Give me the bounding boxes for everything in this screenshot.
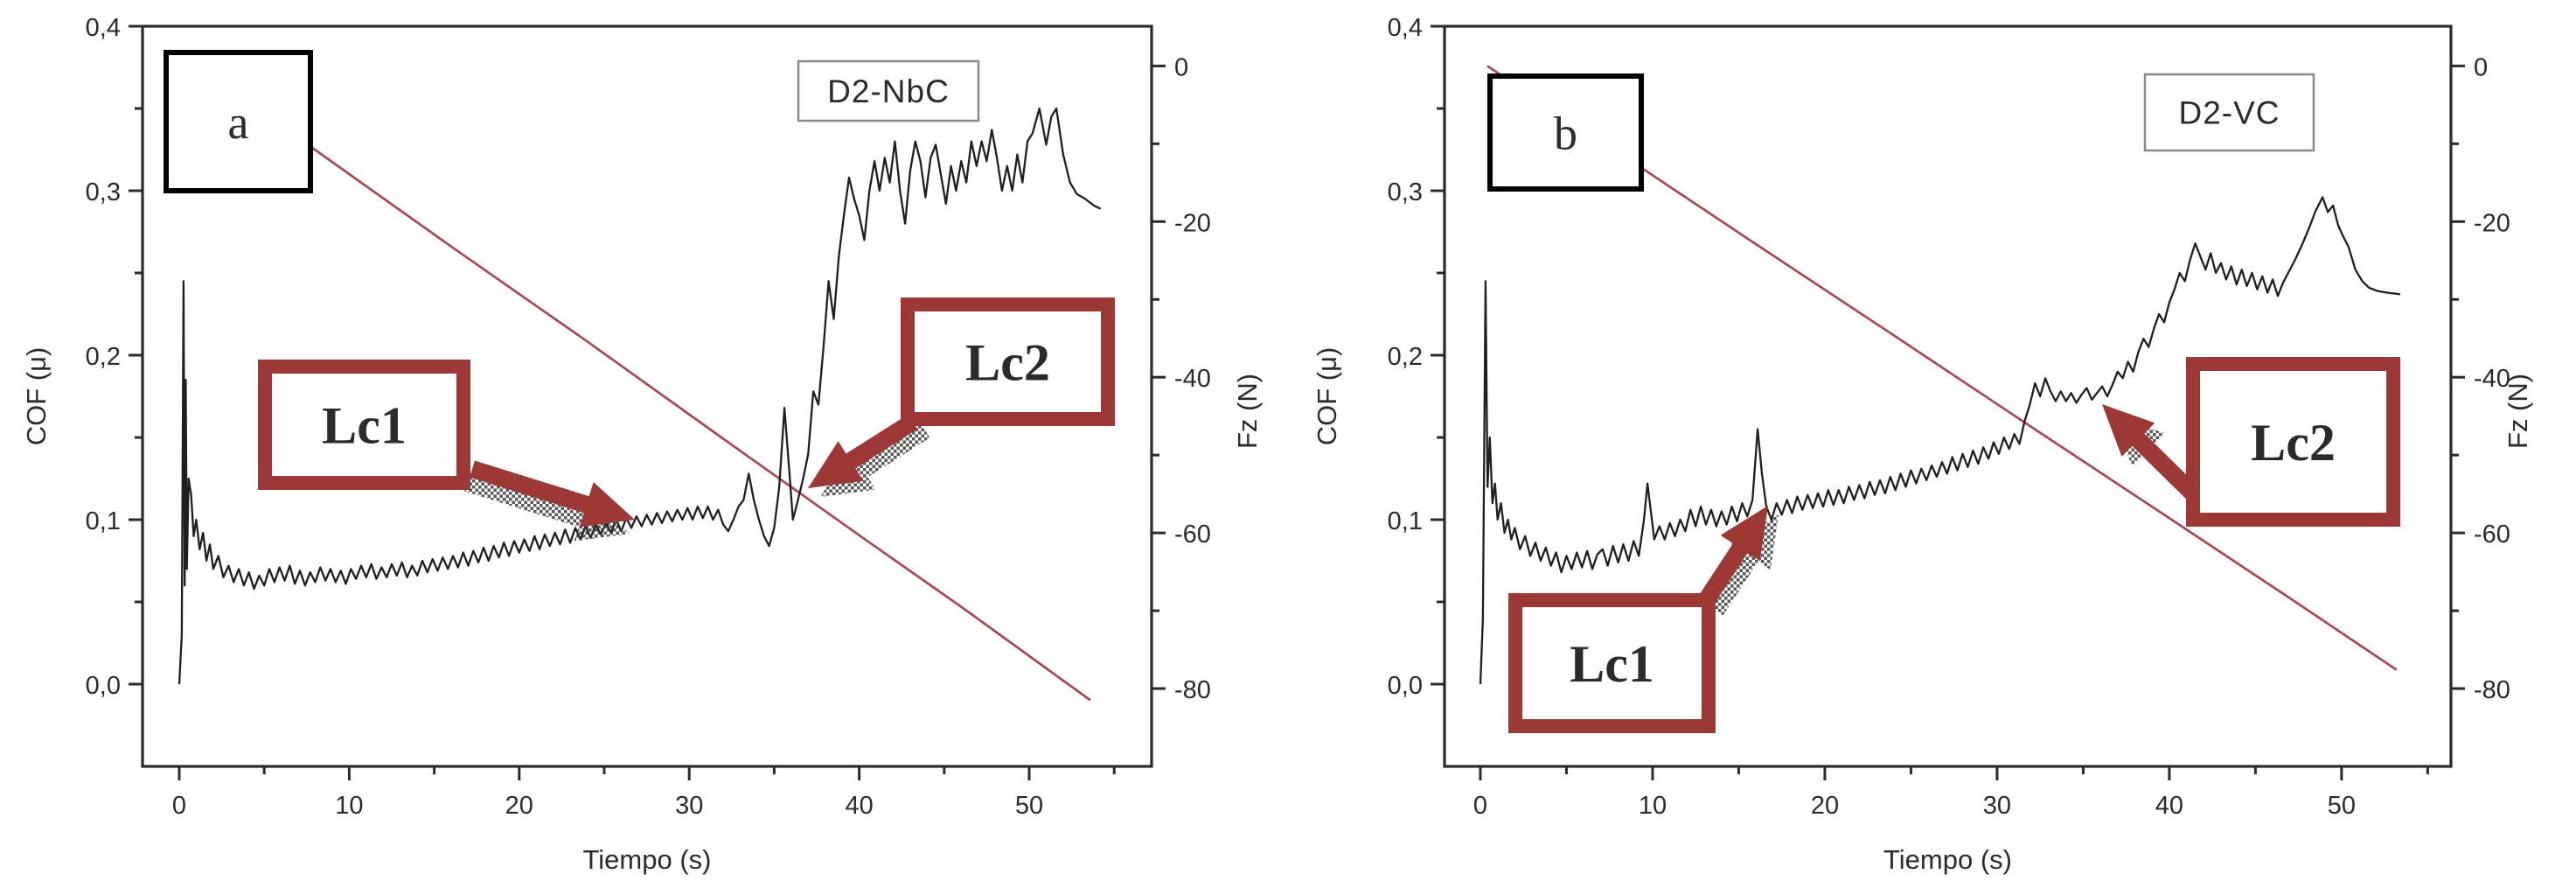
x-tick-label: 20 xyxy=(1811,792,1839,820)
x-tick-label: 20 xyxy=(505,792,533,820)
plot-frame xyxy=(1443,24,2453,768)
lc1-label: Lc1 xyxy=(1570,635,1654,693)
right-y-axis-title: Fz (N) xyxy=(2503,374,2533,449)
panel-letter: b xyxy=(1554,108,1577,160)
lc1-label: Lc1 xyxy=(322,397,407,455)
fz-series-line xyxy=(195,65,1091,702)
fz-tick-label: -80 xyxy=(2474,676,2510,704)
legend-box xyxy=(2143,73,2315,152)
chart-panel-left: 0 10 20 30 40 50 0,0 0,1 0,2 0,3 0,4 0 -20 -40 -60 -80 T… xyxy=(21,14,1263,875)
cof-tick-label: 0,4 xyxy=(86,14,121,42)
lc2-label: Lc2 xyxy=(2251,414,2336,472)
x-axis-title: Tiempo (s) xyxy=(583,844,712,875)
legend-label: D2-NbC xyxy=(827,73,950,109)
fz-tick-label: -60 xyxy=(2474,521,2510,549)
lc2-arrow xyxy=(2102,404,2203,504)
lc1-label-box xyxy=(1508,593,1716,733)
cof-tick-label: 0,4 xyxy=(1388,14,1423,42)
cof-series-line xyxy=(1479,196,2401,685)
chart-panel-right: 0 10 20 30 40 50 0,0 0,1 0,2 0,3 0,4 0 -20 -40 -60 -80 T… xyxy=(1312,14,2533,875)
cof-tick-label: 0,2 xyxy=(86,343,121,371)
fz-tick-label: 0 xyxy=(1174,53,1188,81)
panel-letter-box xyxy=(1487,73,1644,192)
cof-tick-label: 0,1 xyxy=(86,507,121,535)
x-tick-label: 40 xyxy=(845,792,873,820)
x-tick-label: 50 xyxy=(1015,792,1043,820)
x-tick-label: 0 xyxy=(172,792,186,820)
x-tick-label: 50 xyxy=(2328,792,2356,820)
panel-letter-box xyxy=(164,50,313,193)
lc2-arrow xyxy=(808,414,918,488)
x-tick-label: 10 xyxy=(1639,792,1667,820)
fz-tick-label: -60 xyxy=(1174,521,1211,549)
cof-tick-label: 0,3 xyxy=(1388,178,1423,206)
x-tick-label: 40 xyxy=(2155,792,2183,820)
cof-tick-label: 0,0 xyxy=(86,672,121,700)
right-y-axis-title: Fz (N) xyxy=(1232,374,1263,449)
left-y-axis-title: COF (μ) xyxy=(1312,347,1342,446)
fz-tick-label: -40 xyxy=(1174,365,1211,393)
cof-tick-label: 0,2 xyxy=(1388,343,1423,371)
fz-tick-label: -20 xyxy=(1174,209,1211,237)
lc2-label-box xyxy=(901,297,1115,426)
fz-tick-label: 0 xyxy=(2474,53,2488,81)
panel-letter: a xyxy=(228,96,249,149)
legend-label: D2-VC xyxy=(2178,95,2280,131)
x-tick-label: 10 xyxy=(335,792,363,820)
lc1-arrow xyxy=(1697,506,1768,607)
legend-box xyxy=(797,59,980,122)
cof-tick-label: 0,3 xyxy=(86,178,121,206)
fz-tick-label: -20 xyxy=(2474,209,2510,237)
lc2-label-box xyxy=(2186,357,2400,527)
fz-tick-label: -80 xyxy=(1174,676,1211,704)
x-tick-label: 30 xyxy=(675,792,703,820)
cof-tick-label: 0,1 xyxy=(1388,507,1423,535)
cof-tick-label: 0,0 xyxy=(1388,672,1423,700)
x-axis-title: Tiempo (s) xyxy=(1883,844,2012,875)
x-tick-label: 30 xyxy=(1983,792,2011,820)
lc2-label: Lc2 xyxy=(965,334,1050,392)
x-tick-label: 0 xyxy=(1473,792,1487,820)
lc1-label-box xyxy=(258,360,470,490)
left-y-axis-title: COF (μ) xyxy=(21,347,52,446)
plot-frame xyxy=(141,24,1153,768)
lc1-arrow xyxy=(470,460,635,528)
fz-tick-label: -40 xyxy=(2474,365,2510,393)
